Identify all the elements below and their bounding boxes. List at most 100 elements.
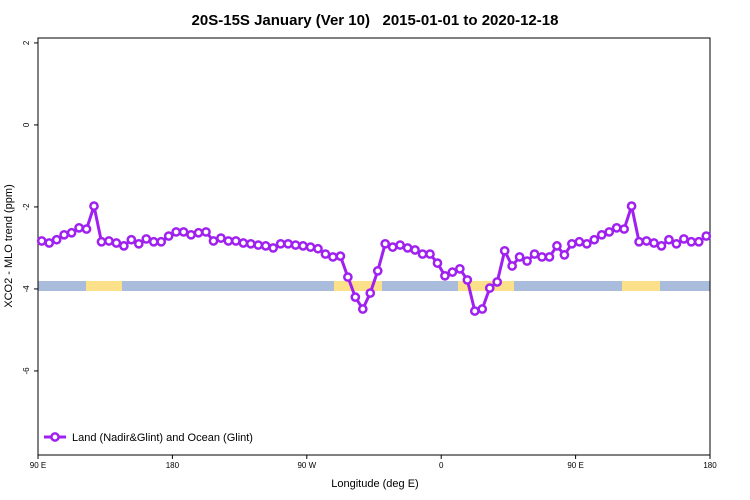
data-point	[44, 238, 55, 248]
data-point	[477, 304, 488, 314]
data-point	[529, 249, 540, 259]
x-tick-label: 0	[439, 461, 444, 470]
data-point	[104, 236, 114, 246]
y-tick-label: -4	[22, 285, 31, 293]
data-point	[74, 222, 84, 233]
x-tick-label: 90 W	[297, 461, 316, 470]
data-point	[484, 283, 495, 293]
data-point	[410, 245, 420, 255]
data-point	[596, 229, 607, 240]
data-point	[552, 241, 562, 251]
data-point	[148, 236, 159, 247]
data-point	[119, 241, 129, 251]
data-point	[156, 236, 167, 247]
data-point	[701, 231, 712, 241]
data-point	[186, 229, 196, 240]
data-point	[208, 236, 219, 246]
data-point	[328, 252, 338, 262]
data-point	[260, 241, 271, 251]
data-point	[589, 234, 600, 245]
data-point	[469, 306, 480, 316]
data-point	[611, 222, 622, 233]
data-point	[447, 267, 458, 277]
data-point	[492, 277, 503, 287]
data-point	[514, 252, 525, 262]
data-point	[350, 292, 361, 302]
x-tick-label: 90 E	[567, 461, 583, 470]
data-point	[320, 249, 331, 259]
data-point	[357, 304, 368, 314]
data-point	[111, 238, 122, 248]
y-tick-label: -2	[22, 203, 31, 211]
data-point	[89, 201, 99, 211]
data-point	[298, 241, 308, 251]
data-point	[417, 249, 428, 259]
data-point	[656, 241, 667, 251]
data-point	[171, 227, 181, 237]
land-strip	[622, 281, 660, 291]
data-point	[290, 240, 301, 250]
data-point	[178, 227, 189, 237]
data-point	[201, 227, 211, 237]
data-point	[163, 231, 174, 241]
data-point	[619, 224, 629, 234]
y-tick-label: -6	[22, 367, 31, 375]
data-point	[305, 242, 316, 252]
data-point	[141, 234, 152, 244]
chart-title: 20S-15S January (Ver 10) 2015-01-01 to 2…	[192, 12, 559, 29]
data-point	[559, 250, 570, 260]
data-point	[133, 238, 144, 249]
data-point	[81, 224, 92, 234]
x-axis-label: Longitude (deg E)	[331, 478, 418, 490]
data-point	[66, 227, 77, 238]
data-point	[36, 236, 47, 246]
data-point	[387, 242, 398, 252]
data-point	[253, 240, 264, 250]
plot-frame	[37, 37, 711, 456]
data-point	[671, 238, 682, 249]
data-point	[238, 238, 249, 248]
data-point	[455, 263, 465, 274]
data-point	[231, 236, 241, 246]
data-point	[432, 258, 443, 268]
y-axis-label: XCO2 - MLO trend (ppm)	[3, 184, 15, 307]
data-point	[567, 238, 577, 249]
data-point	[544, 252, 555, 262]
data-point	[395, 240, 405, 250]
data-point	[335, 251, 346, 261]
data-point	[679, 234, 689, 244]
data-point	[641, 236, 652, 246]
data-point	[693, 236, 704, 247]
data-point	[537, 252, 547, 262]
data-point	[604, 227, 615, 237]
land-strip	[334, 281, 382, 291]
y-tick-label: 0	[22, 122, 31, 127]
data-point	[664, 234, 674, 245]
data-point	[126, 234, 137, 245]
data-point	[499, 245, 510, 256]
data-point	[626, 201, 637, 211]
data-point	[275, 238, 286, 249]
data-point	[402, 243, 413, 253]
data-point	[96, 236, 107, 247]
data-point	[216, 233, 226, 243]
y-tick-label: 2	[22, 40, 31, 45]
data-point	[283, 238, 293, 249]
data-point	[193, 227, 204, 238]
land-strip	[86, 281, 122, 291]
data-point	[313, 243, 323, 254]
data-point	[425, 249, 435, 259]
data-point	[507, 261, 517, 271]
data-point	[380, 238, 391, 249]
data-point	[365, 288, 376, 298]
data-point	[686, 236, 697, 247]
legend-label: Land (Nadir&Glint) and Ocean (Glint)	[72, 432, 253, 444]
data-point	[268, 243, 279, 253]
data-point	[634, 236, 644, 247]
data-point	[343, 272, 353, 282]
data-point	[51, 234, 62, 245]
data-point	[649, 238, 659, 248]
data-point	[372, 266, 383, 276]
